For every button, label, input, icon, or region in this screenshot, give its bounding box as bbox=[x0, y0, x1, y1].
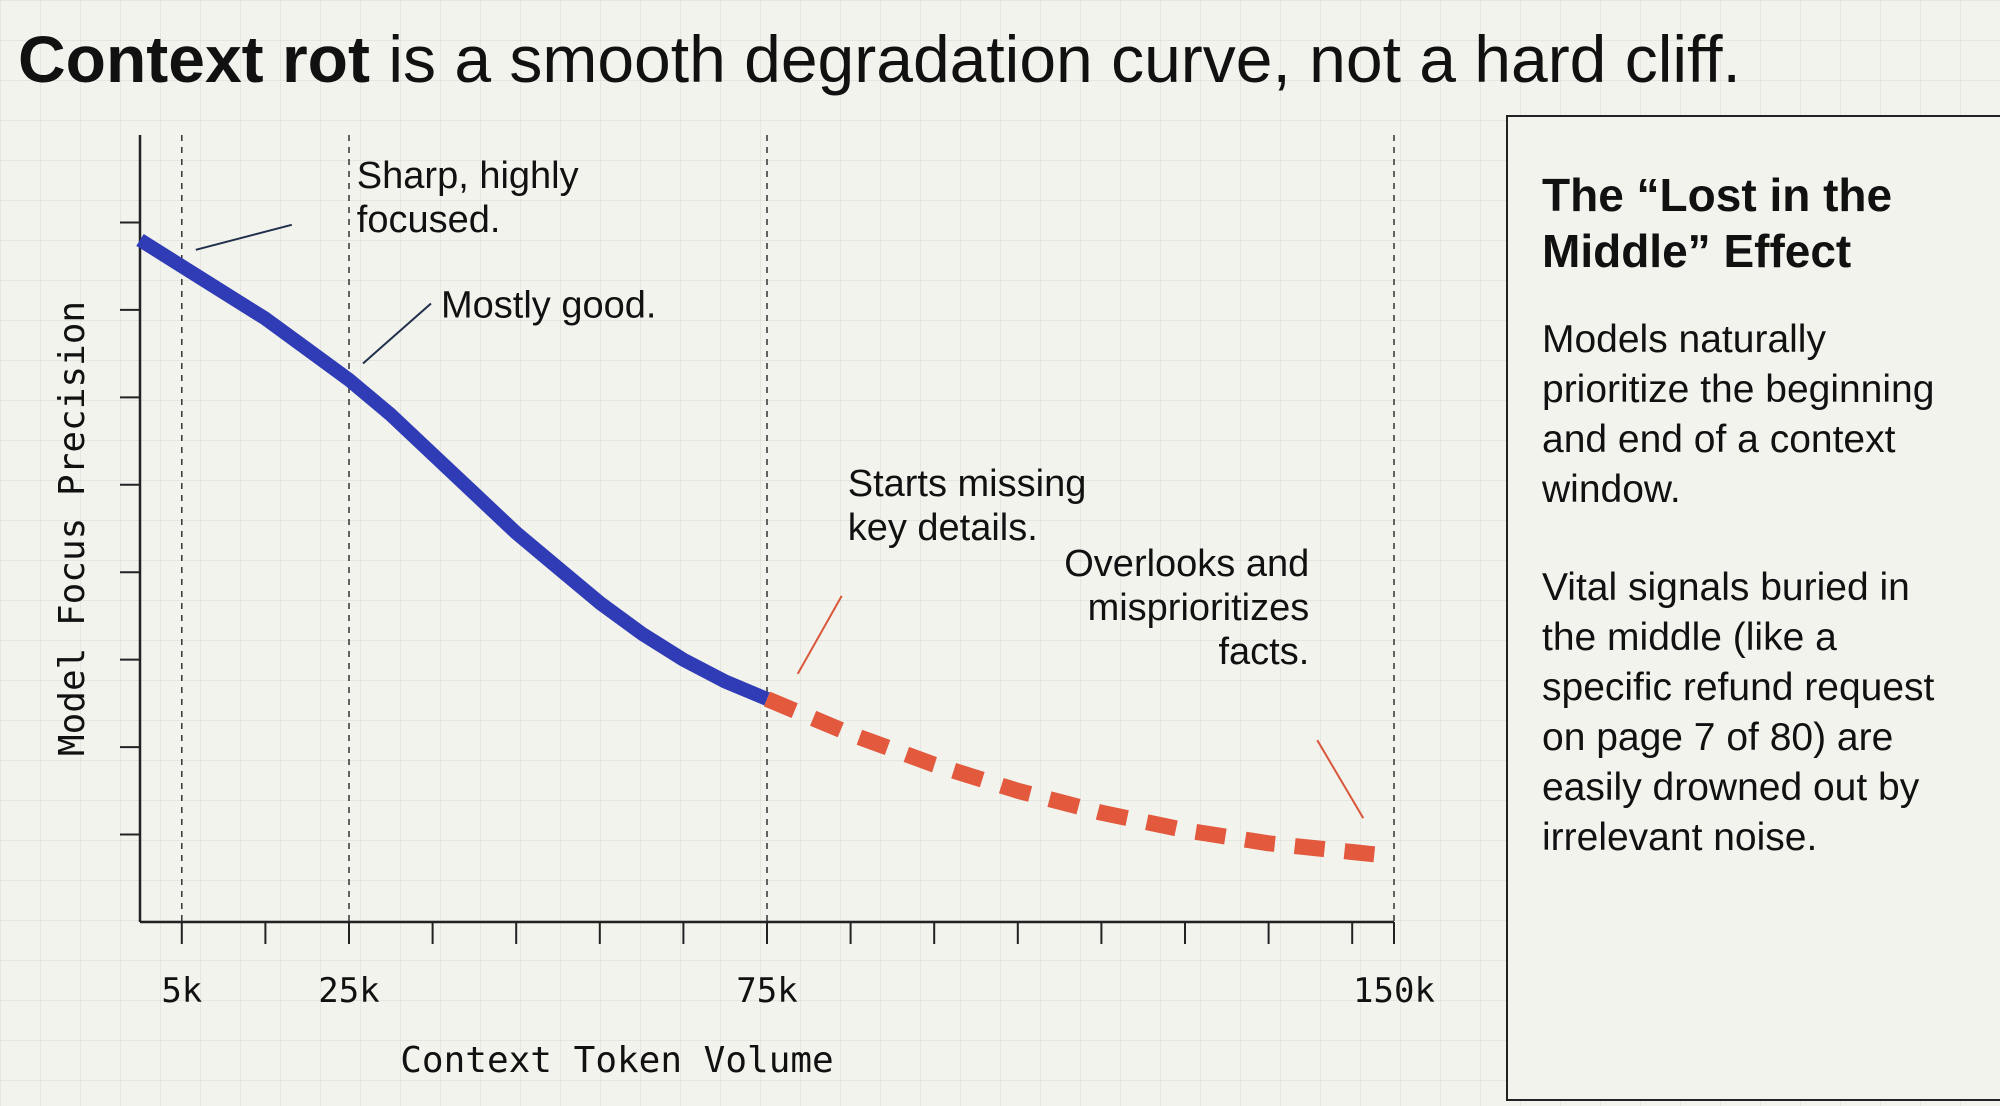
y-axis-label: Model Focus Precision bbox=[52, 301, 93, 756]
degradation-chart: 5k 25k 75k 150k Context Token Volume Model Fo… bbox=[52, 135, 1435, 1081]
x-axis-label: Context Token Volume bbox=[400, 1040, 833, 1081]
annotation-leader bbox=[1316, 739, 1365, 819]
annotation-leader bbox=[796, 595, 843, 675]
focused-series-line bbox=[136, 233, 770, 706]
degraded-series-line bbox=[763, 691, 1395, 865]
x-tick-label: 150k bbox=[1353, 971, 1435, 1011]
annotation-text: misprioritizes bbox=[1088, 587, 1310, 629]
annotation-text: facts. bbox=[1218, 631, 1309, 673]
annotation-text: Sharp, highly bbox=[357, 155, 579, 197]
annotation-text: Overlooks and bbox=[1064, 543, 1309, 585]
lost-in-the-middle-panel: The “Lost in the Middle” Effect Models n… bbox=[1506, 115, 2000, 1101]
panel-heading: The “Lost in the Middle” Effect bbox=[1542, 169, 1893, 277]
panel-paragraph-1: Models naturally prioritize the beginnin… bbox=[1542, 318, 1935, 511]
annotation-text: focused. bbox=[357, 199, 501, 241]
annotation-leader bbox=[195, 223, 293, 251]
annotation-text: Mostly good. bbox=[441, 284, 656, 326]
annotation-text: Starts missing bbox=[848, 463, 1087, 505]
x-tick-label: 5k bbox=[161, 971, 202, 1011]
page-title: Context rot is a smooth degradation curv… bbox=[18, 14, 1978, 104]
annotation-leader bbox=[362, 302, 432, 365]
panel-paragraph-2: Vital signals buried in the middle (like… bbox=[1542, 566, 1935, 859]
x-tick-label: 75k bbox=[736, 971, 797, 1011]
title-rest: is a smooth degradation curve, not a har… bbox=[369, 22, 1741, 96]
title-emphasis: Context rot bbox=[18, 22, 370, 96]
annotation-text: key details. bbox=[848, 507, 1038, 549]
x-tick-label: 25k bbox=[318, 971, 379, 1011]
